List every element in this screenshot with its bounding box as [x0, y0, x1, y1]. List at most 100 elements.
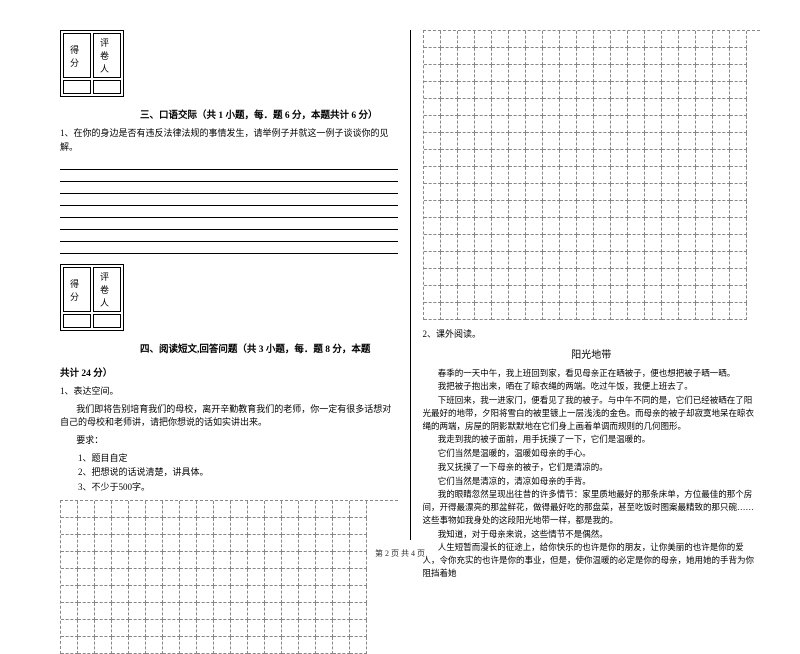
grid-cell [526, 269, 543, 286]
grid-cell [458, 252, 475, 269]
grid-cell [316, 518, 333, 535]
grid-cell [458, 303, 475, 320]
req-3: 3、不少于500字。 [78, 480, 398, 494]
grid-cell [611, 286, 628, 303]
grid-cell [594, 218, 611, 235]
grid-cell [458, 218, 475, 235]
grid-cell [424, 235, 441, 252]
grid-cell [696, 167, 713, 184]
grid-cell [441, 303, 458, 320]
grid-cell [662, 269, 679, 286]
score-blank [63, 314, 91, 328]
section4-q1-text: 我们即将告别培育我们的母校，离开辛勤教育我们的老师，你一定有很多话想对自己的母校… [60, 403, 398, 430]
grid-cell [509, 235, 526, 252]
grid-cell [560, 31, 577, 48]
grid-cell [696, 150, 713, 167]
grid-cell [248, 501, 265, 518]
grid-cell [611, 65, 628, 82]
grid-cell [458, 82, 475, 99]
grid-cell [679, 201, 696, 218]
grid-cell [265, 603, 282, 620]
grid-cell [662, 235, 679, 252]
grid-cell [679, 99, 696, 116]
grid-cell [679, 184, 696, 201]
grid-cell [441, 65, 458, 82]
grid-cell [265, 637, 282, 654]
grid-cell [492, 133, 509, 150]
grid-cell [594, 286, 611, 303]
grid-cell [282, 586, 299, 603]
grid-cell [146, 637, 163, 654]
grid-cell [95, 518, 112, 535]
grid-cell [577, 150, 594, 167]
grid-cell [197, 501, 214, 518]
grid-cell [95, 603, 112, 620]
grid-cell [475, 286, 492, 303]
grid-cell [214, 603, 231, 620]
passage-paragraph: 我知道，对于母亲来说，这些情节不是偶然。 [423, 528, 761, 541]
grid-cell [475, 184, 492, 201]
grid-cell [316, 586, 333, 603]
grid-cell [679, 218, 696, 235]
grid-cell [645, 150, 662, 167]
grid-cell [662, 82, 679, 99]
grid-cell [112, 569, 129, 586]
grid-cell [299, 518, 316, 535]
grid-cell [543, 133, 560, 150]
grid-cell [696, 48, 713, 65]
grid-cell [543, 65, 560, 82]
grid-cell [611, 218, 628, 235]
grid-cell [526, 116, 543, 133]
grid-cell [350, 620, 367, 637]
grid-cell [424, 184, 441, 201]
grid-cell [628, 116, 645, 133]
answer-line [60, 194, 398, 206]
grid-cell [78, 586, 95, 603]
grid-cell [316, 501, 333, 518]
grid-cell [560, 286, 577, 303]
grid-cell [333, 586, 350, 603]
grid-cell [730, 31, 747, 48]
score-box-section4: 得分 评卷人 [60, 264, 124, 331]
grid-cell [560, 116, 577, 133]
grid-cell [214, 569, 231, 586]
grid-cell [61, 586, 78, 603]
grid-cell [492, 303, 509, 320]
grid-cell [509, 286, 526, 303]
grid-cell [543, 82, 560, 99]
section3-title: 三、口语交际（共 1 小题，每．题 6 分，本题共计 6 分） [60, 107, 398, 121]
grid-cell [560, 235, 577, 252]
grid-cell [509, 65, 526, 82]
answer-line [60, 242, 398, 254]
grid-cell [458, 269, 475, 286]
answer-line [60, 218, 398, 230]
grid-cell [163, 603, 180, 620]
grid-cell [299, 586, 316, 603]
grid-cell [424, 133, 441, 150]
grid-cell [458, 201, 475, 218]
grid-cell [611, 99, 628, 116]
grid-cell [475, 116, 492, 133]
grid-cell [713, 48, 730, 65]
grid-cell [509, 167, 526, 184]
grid-cell [713, 269, 730, 286]
grid-cell [475, 48, 492, 65]
grid-cell [679, 303, 696, 320]
grid-cell [594, 150, 611, 167]
grid-cell [248, 603, 265, 620]
grid-cell [197, 603, 214, 620]
grid-cell [146, 518, 163, 535]
grid-cell [577, 65, 594, 82]
grid-cell [577, 269, 594, 286]
grid-cell [509, 150, 526, 167]
grid-cell [129, 603, 146, 620]
grid-cell [628, 269, 645, 286]
grid-cell [197, 518, 214, 535]
grid-cell [78, 620, 95, 637]
grid-cell [628, 303, 645, 320]
grid-cell [560, 252, 577, 269]
grid-cell [526, 201, 543, 218]
grid-cell [231, 569, 248, 586]
grid-cell [333, 603, 350, 620]
grid-cell [713, 133, 730, 150]
